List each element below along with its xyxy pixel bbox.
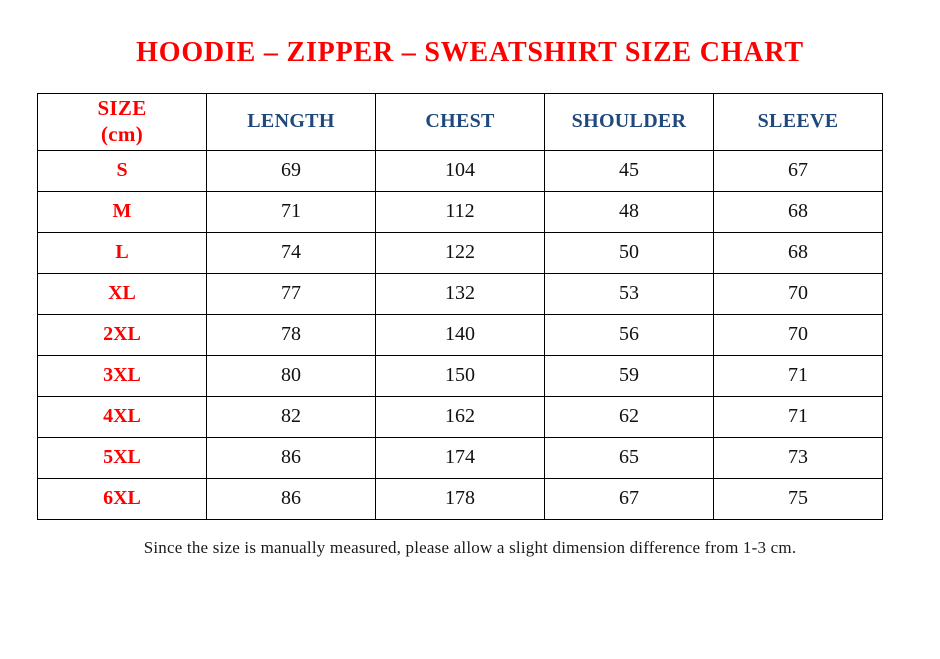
chest-value: 112 <box>375 190 545 233</box>
column-header-length: LENGTH <box>206 92 376 151</box>
sleeve-value: 70 <box>713 272 883 315</box>
size-chart-table: SIZE (cm) LENGTH CHEST SHOULDER SLEEVE S… <box>37 92 883 520</box>
measurement-note: Since the size is manually measured, ple… <box>143 537 797 557</box>
shoulder-value: 65 <box>544 436 714 479</box>
length-value: 77 <box>206 272 376 315</box>
shoulder-value: 62 <box>544 395 714 438</box>
chest-value: 174 <box>375 436 545 479</box>
column-header-chest: CHEST <box>375 92 545 151</box>
size-label: 2XL <box>37 313 207 356</box>
size-label: XL <box>37 272 207 315</box>
shoulder-value: 59 <box>544 354 714 397</box>
length-value: 74 <box>206 231 376 274</box>
table-row-m: M 71 112 48 68 <box>37 190 883 233</box>
size-label: 3XL <box>37 354 207 397</box>
length-value: 69 <box>206 149 376 192</box>
length-value: 78 <box>206 313 376 356</box>
shoulder-value: 45 <box>544 149 714 192</box>
size-label: 6XL <box>37 477 207 520</box>
length-value: 80 <box>206 354 376 397</box>
chest-value: 162 <box>375 395 545 438</box>
length-value: 86 <box>206 436 376 479</box>
chest-value: 122 <box>375 231 545 274</box>
chest-value: 140 <box>375 313 545 356</box>
table-row-l: L 74 122 50 68 <box>37 231 883 274</box>
shoulder-value: 67 <box>544 477 714 520</box>
table-row-6xl: 6XL 86 178 67 75 <box>37 477 883 520</box>
chest-value: 104 <box>375 149 545 192</box>
sleeve-value: 67 <box>713 149 883 192</box>
sleeve-value: 68 <box>713 190 883 233</box>
sleeve-value: 70 <box>713 313 883 356</box>
stray-dot: . <box>476 37 481 52</box>
chest-value: 132 <box>375 272 545 315</box>
table-row-3xl: 3XL 80 150 59 71 <box>37 354 883 397</box>
shoulder-value: 53 <box>544 272 714 315</box>
column-header-shoulder: SHOULDER <box>544 92 714 151</box>
sleeve-value: 71 <box>713 395 883 438</box>
table-row-4xl: 4XL 82 162 62 71 <box>37 395 883 438</box>
table-row-s: S 69 104 45 67 <box>37 149 883 192</box>
table-row-5xl: 5XL 86 174 65 73 <box>37 436 883 479</box>
table-header-row: SIZE (cm) LENGTH CHEST SHOULDER SLEEVE <box>37 92 883 151</box>
page-title: HOODIE – ZIPPER – SWEATSHIRT SIZE CHART <box>136 37 804 68</box>
length-value: 71 <box>206 190 376 233</box>
shoulder-value: 50 <box>544 231 714 274</box>
sleeve-value: 75 <box>713 477 883 520</box>
size-label: L <box>37 231 207 274</box>
table-row-xl: XL 77 132 53 70 <box>37 272 883 315</box>
length-value: 82 <box>206 395 376 438</box>
chest-value: 150 <box>375 354 545 397</box>
column-header-sleeve: SLEEVE <box>713 92 883 151</box>
sleeve-value: 73 <box>713 436 883 479</box>
length-value: 86 <box>206 477 376 520</box>
sleeve-value: 71 <box>713 354 883 397</box>
shoulder-value: 48 <box>544 190 714 233</box>
shoulder-value: 56 <box>544 313 714 356</box>
size-label: S <box>37 149 207 192</box>
table-row-2xl: 2XL 78 140 56 70 <box>37 313 883 356</box>
size-label: 4XL <box>37 395 207 438</box>
chest-value: 178 <box>375 477 545 520</box>
size-label: 5XL <box>37 436 207 479</box>
column-header-size-cm: SIZE (cm) <box>37 92 207 151</box>
size-label: M <box>37 190 207 233</box>
sleeve-value: 68 <box>713 231 883 274</box>
